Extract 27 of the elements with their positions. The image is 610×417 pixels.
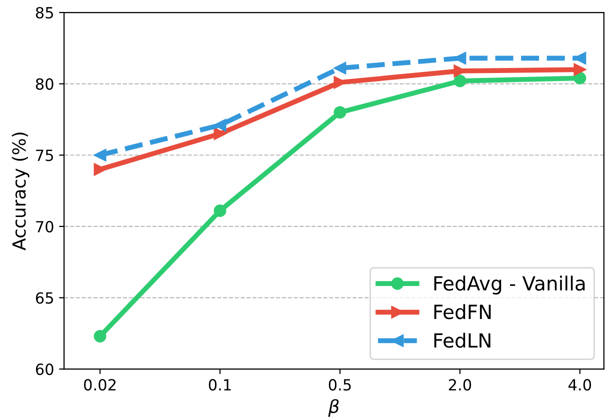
point	[574, 72, 586, 84]
point	[574, 63, 586, 76]
y-axis-title: Accuracy (%)	[12, 132, 30, 250]
point	[94, 163, 106, 176]
y-tick-label: 70	[36, 220, 54, 232]
point	[334, 106, 346, 119]
x-axis-title: β	[328, 399, 339, 417]
point	[454, 74, 466, 88]
x-tick-label: 2.0	[448, 379, 472, 391]
x-tick-label: 0.02	[84, 379, 116, 391]
y-tick-label: 85	[36, 6, 53, 19]
point	[334, 62, 346, 74]
legend-label: FedLN	[434, 332, 490, 348]
point	[214, 118, 226, 132]
point	[94, 148, 106, 162]
x-tick-label: 0.5	[328, 379, 351, 391]
point	[214, 204, 226, 217]
legend-label: FedFN	[434, 304, 491, 320]
x-tick-label: 0.1	[208, 379, 231, 391]
y-tick-label: 65	[36, 292, 53, 304]
x-tick-label: 4.0	[568, 379, 592, 391]
y-tick-label: 80	[36, 78, 54, 90]
point	[214, 127, 226, 140]
point	[94, 330, 106, 342]
y-tick-label: 75	[36, 150, 53, 162]
y-tick-label: 60	[36, 364, 54, 376]
legend-label: FedAvg - Vanilla	[434, 276, 585, 294]
